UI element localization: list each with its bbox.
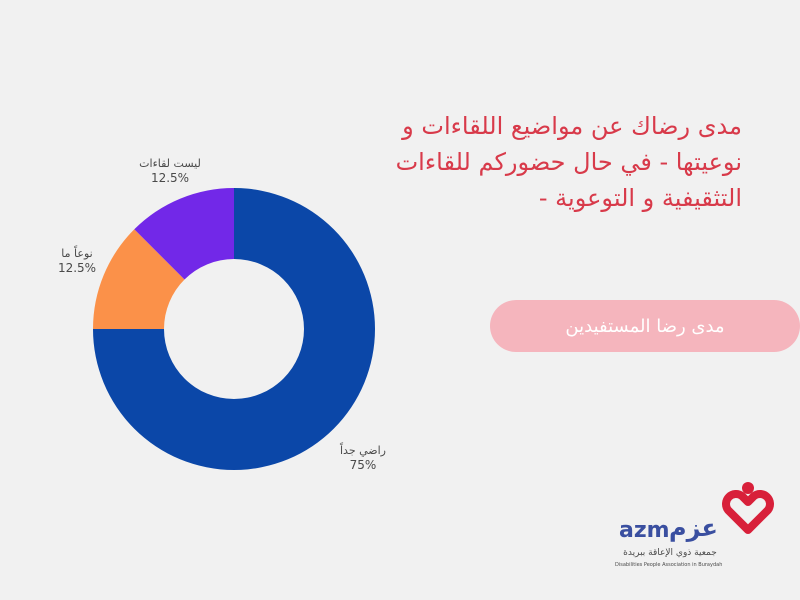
azm-logo: azm عزم جمعية ذوي الإعاقة ببريدة Disabil…	[615, 478, 775, 578]
logo-latin-text: azm	[619, 518, 670, 543]
logo-english-subtitle: Disabilities People Association in Buray…	[615, 562, 723, 568]
slice-not-meetings	[134, 188, 234, 280]
slice-very-satisfied	[93, 188, 375, 470]
logo-arabic-name: عزم	[669, 514, 718, 542]
badge-label: مدى رضا المستفيدين	[565, 315, 725, 337]
slice-label-not-meetings: ليست لقاءات 12.5%	[120, 156, 220, 186]
slice-label-name: نوعاً ما	[61, 247, 93, 260]
logo-arabic-subtitle: جمعية ذوي الإعاقة ببريدة	[623, 548, 717, 558]
satisfaction-badge: مدى رضا المستفيدين	[490, 300, 800, 352]
logo-heart-mark-icon	[722, 482, 774, 534]
slice-label-percent: 75%	[349, 458, 377, 472]
slice-label-somewhat: نوعاً ما 12.5%	[32, 246, 122, 276]
slice-label-name: راضي جداً	[339, 444, 386, 457]
slice-label-percent: 12.5%	[57, 261, 97, 275]
slice-label-name: ليست لقاءات	[139, 157, 201, 170]
slice-somewhat	[93, 229, 185, 329]
chart-title: مدى رضاك عن مواضيع اللقاءات و نوعيتها - …	[395, 112, 742, 212]
slice-label-percent: 12.5%	[150, 171, 190, 185]
slice-label-very-satisfied: راضي جداً 75%	[318, 443, 408, 473]
